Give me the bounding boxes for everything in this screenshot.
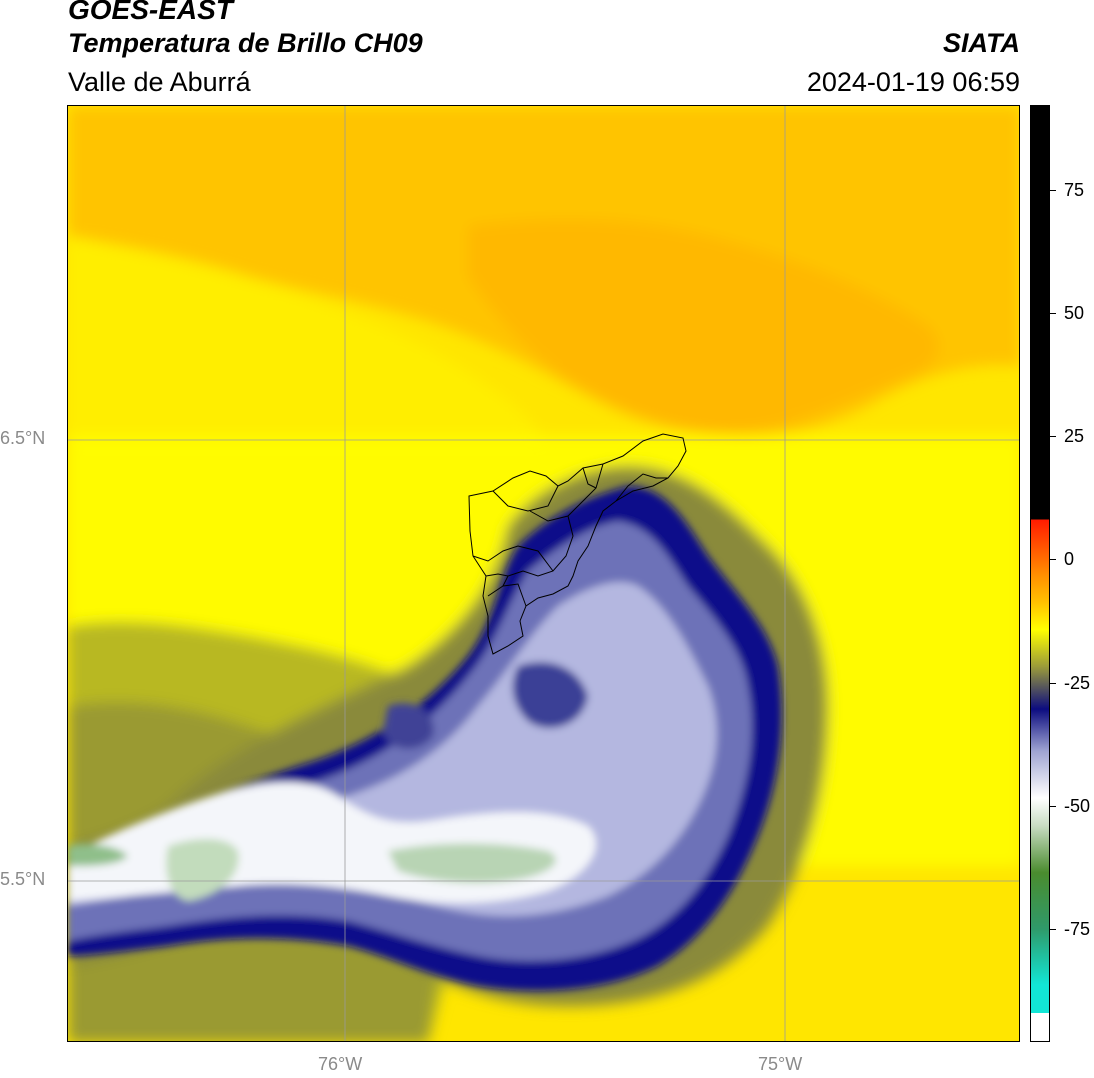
lat-label-6-5: 6.5°N	[0, 428, 46, 448]
colorbar-tick	[1050, 559, 1056, 560]
colorbar-tick	[1050, 683, 1056, 684]
source-label: SIATA	[943, 28, 1020, 58]
colorbar-label-minus-75: -75	[1064, 919, 1091, 939]
colorbar	[1030, 105, 1050, 1042]
map-canvas	[68, 106, 1019, 1041]
colorbar-label-minus-50: -50	[1064, 796, 1091, 816]
colorbar-tick	[1050, 313, 1056, 314]
colorbar-tick	[1050, 436, 1056, 437]
colorbar-label-0: 0	[1064, 549, 1075, 569]
colorbar-label-50: 50	[1064, 303, 1085, 323]
colorbar-label-25: 25	[1064, 426, 1085, 446]
lon-label-75: 75°W	[758, 1054, 803, 1074]
lon-label-76: 76°W	[318, 1054, 363, 1074]
colorbar-tick	[1050, 190, 1056, 191]
cloud-cluster	[68, 486, 782, 991]
lat-label-5-5: 5.5°N	[0, 869, 46, 889]
colorbar-tick	[1050, 806, 1056, 807]
colorbar-tick	[1050, 929, 1056, 930]
region-subtitle: Valle de Aburrá	[68, 67, 251, 97]
satellite-title: GOES-EAST	[68, 0, 233, 25]
colorbar-label-75: 75	[1064, 180, 1085, 200]
satellite-map[interactable]	[67, 105, 1020, 1042]
graticule	[68, 106, 1019, 1041]
municipal-boundaries	[468, 433, 687, 655]
product-title: Temperatura de Brillo CH09	[68, 28, 423, 58]
colorbar-label-minus-25: -25	[1064, 673, 1091, 693]
timestamp: 2024-01-19 06:59	[806, 67, 1020, 97]
